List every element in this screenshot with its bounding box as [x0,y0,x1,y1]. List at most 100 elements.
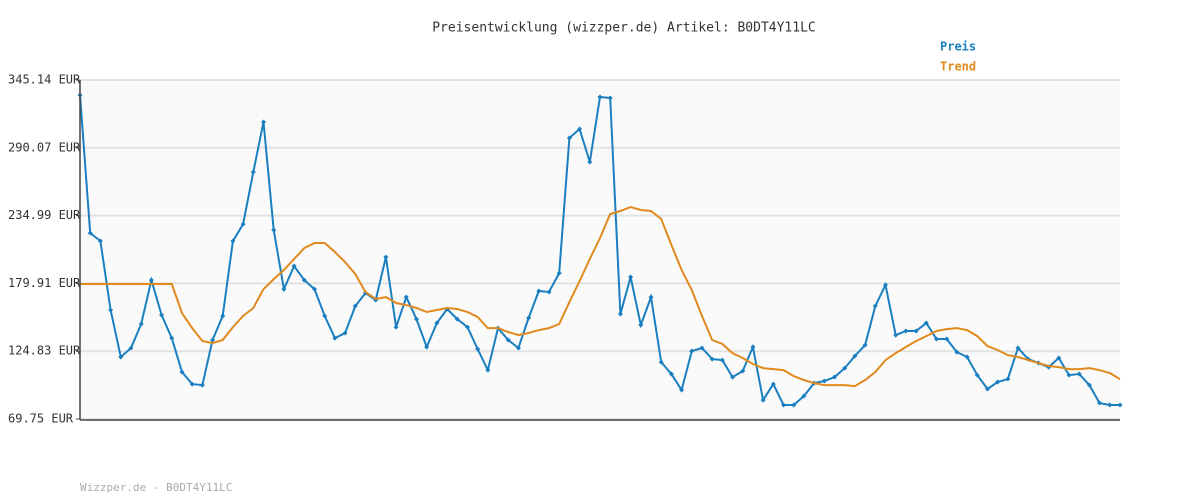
data-point [118,354,124,360]
data-point [577,126,583,132]
data-point [169,335,175,341]
data-point [821,378,827,384]
data-point [587,159,593,165]
legend-label: Trend [940,60,976,74]
data-point [403,294,409,300]
data-point [250,169,256,175]
y-tick-label: 290.07 EUR [8,140,81,154]
data-point [97,238,103,244]
footer: Wizzper.de - B0DT4Y11LC [80,481,232,494]
data-point [638,322,644,328]
legend-label: Preis [940,40,976,54]
data-point [312,286,318,292]
data-point [128,345,134,351]
data-point [709,356,715,362]
y-tick-label: 69.75 EUR [8,412,74,426]
data-point [923,320,929,326]
data-point [730,374,736,380]
data-point [1066,372,1072,378]
data-point [485,367,491,373]
data-point [1086,382,1092,388]
data-point [974,372,980,378]
data-point [760,397,766,403]
data-point [628,274,634,280]
data-point [342,330,348,336]
data-point [893,332,899,338]
data-point [413,316,419,322]
data-point [750,344,756,350]
data-point [261,119,267,125]
series-line [80,206,1121,388]
data-point [526,315,532,321]
data-point [617,311,623,317]
data-point [1076,371,1082,377]
data-point [87,230,93,236]
data-point [689,348,695,354]
data-point [159,312,165,318]
y-tick-label: 179.91 EUR [8,276,81,290]
data-point [220,313,226,319]
data-point [566,135,572,141]
data-point [148,277,154,283]
data-point [1015,345,1021,351]
data-point [791,402,797,408]
data-point [882,282,888,288]
data-point [719,357,725,363]
data-point [352,303,358,309]
data-point [332,335,338,341]
data-point [679,387,685,393]
data-point [852,353,858,359]
data-point [556,270,562,276]
chart-title: Preisentwicklung (wizzper.de) Artikel: B… [432,21,816,36]
data-point [832,374,838,380]
data-point [903,328,909,334]
data-point [954,349,960,355]
data-point [1117,402,1123,408]
data-point [108,307,114,313]
y-tick-label: 345.14 EUR [8,73,81,87]
data-point [1005,376,1011,382]
data-point [393,324,399,330]
grid [76,79,1120,420]
data-point [454,316,460,322]
data-point [668,371,674,377]
data-point [301,277,307,283]
data-point [933,336,939,342]
data-point [984,386,990,392]
data-point [781,402,787,408]
data-point [1097,400,1103,406]
data-point [546,289,552,295]
y-tick-label: 124.83 EUR [8,344,81,358]
data-point [597,94,603,100]
data-point [944,336,950,342]
data-point [995,379,1001,385]
data-point [740,368,746,374]
data-point [515,345,521,351]
data-point [434,320,440,326]
data-point [281,286,287,292]
data-point [964,354,970,360]
data-point [913,328,919,334]
data-point [240,221,246,227]
data-point [179,369,185,375]
data-point [1107,402,1113,408]
data-point [424,344,430,350]
data-point [199,382,205,388]
data-point [842,365,848,371]
plot-area [80,80,1120,419]
data-point [862,342,868,348]
data-point [801,393,807,399]
data-point [770,381,776,387]
data-point [475,346,481,352]
data-point [505,337,511,343]
data-point [648,294,654,300]
data-point [271,227,277,233]
data-point [872,303,878,309]
data-point [322,313,328,319]
data-point [138,321,144,327]
data-point [189,381,195,387]
lines [77,92,1123,408]
data-point [291,263,297,269]
data-point [210,337,216,343]
